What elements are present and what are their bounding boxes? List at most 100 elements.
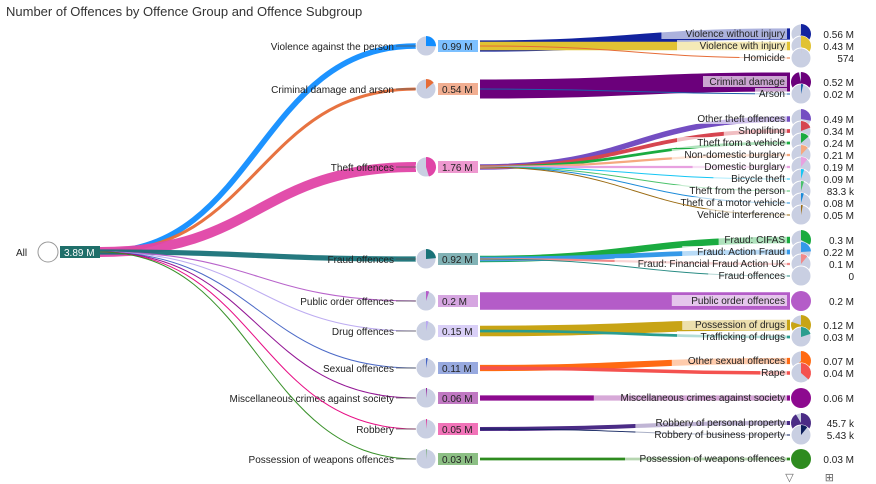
group-value-bg-criminal-damage-and-arson bbox=[438, 83, 478, 95]
sub-label-bg-theft-offences-non-domestic-burglary bbox=[671, 149, 787, 160]
sub-value-miscellaneous-crimes-against-society-miscellaneous-crimes-against-society: 0.06 M bbox=[823, 394, 854, 405]
sub-label-theft-offences-bicycle-theft: Bicycle theft bbox=[731, 174, 785, 185]
node-pie-drug-offences bbox=[426, 321, 429, 331]
sub-label-robbery-robbery-of-personal-property: Robbery of personal property bbox=[655, 418, 785, 429]
sub-value-theft-offences-non-domestic-burglary: 0.21 M bbox=[823, 151, 854, 162]
node-pie-theft-offences-domestic-burglary bbox=[801, 156, 808, 167]
node-pie-robbery-robbery-of-business-property bbox=[801, 425, 808, 435]
sub-label-miscellaneous-crimes-against-society-miscellaneous-crimes-against-society: Miscellaneous crimes against society bbox=[620, 393, 785, 404]
node-pie-theft-offences-vehicle-interference bbox=[801, 205, 803, 215]
root-value-bg bbox=[60, 246, 100, 258]
group-label-sexual-offences: Sexual offences bbox=[323, 364, 394, 375]
sub-label-fraud-offences-fraud-cifas: Fraud: CIFAS bbox=[724, 235, 785, 246]
sub-value-fraud-offences-fraud-cifas: 0.3 M bbox=[829, 236, 854, 247]
sub-label-public-order-offences-public-order-offences: Public order offences bbox=[691, 296, 785, 307]
ribbon-robbery bbox=[99, 251, 417, 430]
group-value-fraud-offences: 0.92 M bbox=[442, 255, 473, 266]
sub-label-sexual-offences-rape: Rape bbox=[761, 368, 785, 379]
sub-label-bg-theft-offences-theft-from-the-person bbox=[671, 185, 787, 196]
sub-value-sexual-offences-rape: 0.04 M bbox=[823, 369, 854, 380]
ribbon-public-order-offences bbox=[99, 251, 417, 302]
sub-label-robbery-robbery-of-business-property: Robbery of business property bbox=[654, 430, 785, 441]
sub-label-theft-offences-theft-from-a-vehicle: Theft from a vehicle bbox=[697, 138, 785, 149]
node-pie-robbery bbox=[426, 419, 427, 429]
root-label: All bbox=[16, 248, 27, 259]
sub-value-violence-against-the-person-violence-with-injury: 0.43 M bbox=[823, 42, 854, 53]
sub-label-drug-offences-possession-of-drugs: Possession of drugs bbox=[695, 320, 785, 331]
sub-label-bg-violence-against-the-person-violence-with-injury bbox=[677, 40, 787, 51]
node-fill-possession-of-weapons-offences-possession-of-weapons-offences bbox=[791, 449, 811, 469]
sub-label-bg-theft-offences-theft-from-a-vehicle bbox=[677, 137, 787, 148]
sub-label-bg-theft-offences-other-theft-offences bbox=[677, 113, 787, 124]
sub-value-violence-against-the-person-violence-without-injury: 0.56 M bbox=[823, 30, 854, 41]
sub-label-violence-against-the-person-homicide: Homicide bbox=[743, 53, 785, 64]
sub-label-bg-theft-offences-bicycle-theft bbox=[713, 173, 787, 184]
sub-label-bg-theft-offences-theft-of-a-motor-vehicle bbox=[656, 197, 787, 208]
sub-label-bg-theft-offences-vehicle-interference bbox=[677, 209, 787, 220]
sub-label-theft-offences-theft-from-the-person: Theft from the person bbox=[689, 186, 785, 197]
node-pie-miscellaneous-crimes-against-society bbox=[426, 388, 427, 398]
sub-label-fraud-offences-fraud-action-fraud: Fraud: Action Fraud bbox=[697, 247, 785, 258]
sub-value-theft-offences-theft-from-a-vehicle: 0.24 M bbox=[823, 139, 854, 150]
node-pie-theft-offences-theft-from-a-vehicle bbox=[801, 133, 809, 143]
sub-label-bg-violence-against-the-person-violence-without-injury bbox=[661, 28, 787, 39]
sub-label-bg-criminal-damage-and-arson-criminal-damage bbox=[703, 76, 787, 87]
sub-label-bg-possession-of-weapons-offences-possession-of-weapons-offences bbox=[625, 453, 787, 464]
node-pie-fraud-offences-fraud-financial-fraud-action-uk bbox=[801, 254, 808, 264]
group-value-sexual-offences: 0.11 M bbox=[442, 364, 472, 375]
sub-value-theft-offences-theft-from-the-person: 83.3 k bbox=[827, 187, 855, 198]
ribbon-sexual-offences bbox=[99, 251, 417, 369]
sub-value-robbery-robbery-of-personal-property: 45.7 k bbox=[827, 419, 855, 430]
node-pie-public-order-offences bbox=[426, 291, 430, 301]
sub-value-theft-offences-shoplifting: 0.34 M bbox=[823, 127, 854, 138]
sub-label-bg-robbery-robbery-of-business-property bbox=[635, 429, 787, 440]
group-label-possession-of-weapons-offences: Possession of weapons offences bbox=[249, 455, 394, 466]
node-pie-criminal-damage-and-arson bbox=[426, 79, 434, 89]
sub-label-criminal-damage-and-arson-arson: Arson bbox=[759, 89, 785, 100]
sub-label-bg-miscellaneous-crimes-against-society-miscellaneous-crimes-against-society bbox=[593, 392, 787, 403]
ribbon-possession-of-weapons-offences bbox=[99, 251, 417, 460]
sub-value-criminal-damage-and-arson-criminal-damage: 0.52 M bbox=[823, 78, 854, 89]
sub-value-fraud-offences-fraud-offences: 0 bbox=[848, 272, 854, 283]
group-value-miscellaneous-crimes-against-society: 0.06 M bbox=[442, 394, 473, 405]
sub-label-criminal-damage-and-arson-criminal-damage: Criminal damage bbox=[709, 77, 785, 88]
node-fill-public-order-offences-public-order-offences bbox=[791, 291, 811, 311]
node-pie-drug-offences-trafficking-of-drugs bbox=[801, 327, 811, 337]
group-label-violence-against-the-person: Violence against the person bbox=[271, 42, 394, 53]
node-pie-theft-offences bbox=[426, 157, 437, 177]
group-value-public-order-offences: 0.2 M bbox=[442, 297, 467, 308]
sub-value-public-order-offences-public-order-offences: 0.2 M bbox=[829, 297, 854, 308]
sub-label-bg-violence-against-the-person-homicide bbox=[739, 52, 787, 63]
node-pie-fraud-offences-fraud-action-fraud bbox=[801, 242, 811, 252]
group-value-bg-miscellaneous-crimes-against-society bbox=[438, 392, 478, 404]
node-fraud-offences-fraud-offences[interactable] bbox=[790, 265, 812, 287]
group-value-bg-drug-offences bbox=[438, 325, 478, 337]
sub-value-theft-offences-bicycle-theft: 0.09 M bbox=[823, 175, 854, 186]
sub-label-theft-offences-shoplifting: Shoplifting bbox=[738, 126, 785, 137]
group-label-theft-offences: Theft offences bbox=[331, 163, 394, 174]
sub-label-bg-public-order-offences-public-order-offences bbox=[671, 295, 787, 306]
sub-label-bg-criminal-damage-and-arson-arson bbox=[755, 88, 787, 99]
node-pie-theft-offences-other-theft-offences bbox=[801, 109, 811, 121]
node-pie-sexual-offences-rape bbox=[801, 363, 811, 380]
group-value-bg-violence-against-the-person bbox=[438, 40, 478, 52]
sub-label-bg-sexual-offences-other-sexual-offences bbox=[671, 355, 787, 366]
sub-value-drug-offences-possession-of-drugs: 0.12 M bbox=[823, 321, 854, 332]
sub-label-bg-fraud-offences-fraud-action-fraud bbox=[682, 246, 787, 257]
group-value-bg-sexual-offences bbox=[438, 362, 478, 374]
node-pie-theft-offences-bicycle-theft bbox=[801, 169, 805, 179]
sub-label-bg-drug-offences-possession-of-drugs bbox=[682, 319, 787, 330]
sub-label-sexual-offences-other-sexual-offences: Other sexual offences bbox=[688, 356, 785, 367]
root-node[interactable] bbox=[37, 241, 59, 263]
sub-label-bg-robbery-robbery-of-personal-property bbox=[635, 417, 787, 428]
sub-value-sexual-offences-other-sexual-offences: 0.07 M bbox=[823, 357, 854, 368]
node-pie-criminal-damage-and-arson-arson bbox=[801, 84, 804, 94]
sub-value-criminal-damage-and-arson-arson: 0.02 M bbox=[823, 90, 854, 101]
node-pie-sexual-offences bbox=[426, 358, 428, 368]
sub-value-theft-offences-domestic-burglary: 0.19 M bbox=[823, 163, 854, 174]
sub-label-bg-sexual-offences-rape bbox=[760, 367, 787, 378]
group-label-miscellaneous-crimes-against-society: Miscellaneous crimes against society bbox=[229, 394, 394, 405]
node-pie-fraud-offences bbox=[426, 249, 436, 259]
group-value-possession-of-weapons-offences: 0.03 M bbox=[442, 455, 473, 466]
